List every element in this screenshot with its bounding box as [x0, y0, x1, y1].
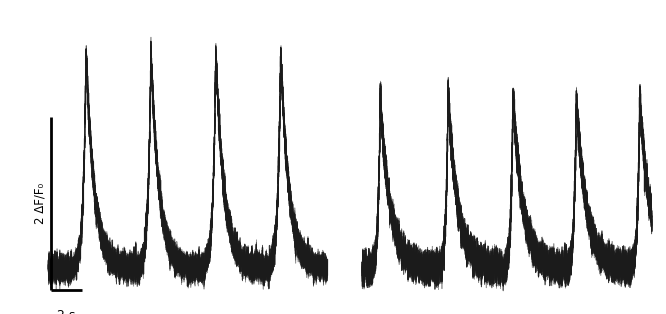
Text: 2 s: 2 s [57, 309, 76, 314]
Text: 2 ΔF/F₀: 2 ΔF/F₀ [33, 183, 46, 224]
